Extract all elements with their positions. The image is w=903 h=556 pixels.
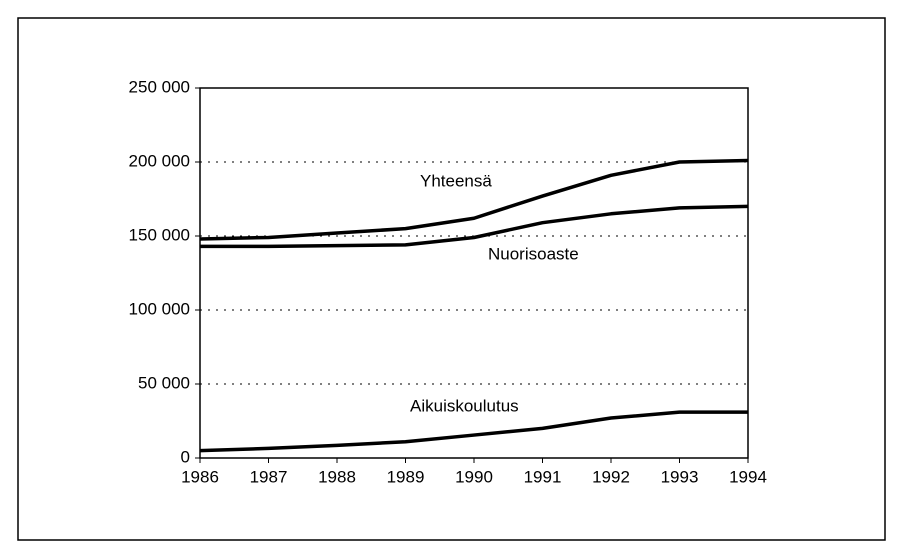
series-line <box>199 158 749 241</box>
series-line <box>199 410 748 453</box>
y-tick-label: 50 000 <box>138 373 190 392</box>
y-tick-label: 0 <box>181 447 190 466</box>
y-tick-label: 200 000 <box>129 151 190 170</box>
y-tick-label: 100 000 <box>129 299 190 318</box>
x-tick-label: 1990 <box>455 467 493 486</box>
y-tick-label: 250 000 <box>129 77 190 96</box>
x-tick-label: 1994 <box>729 467 767 486</box>
x-tick-label: 1991 <box>524 467 562 486</box>
x-tick-label: 1987 <box>250 467 288 486</box>
x-tick-label: 1988 <box>318 467 356 486</box>
plot-area <box>199 87 749 459</box>
x-tick-label: 1989 <box>387 467 425 486</box>
y-tick-label: 150 000 <box>129 225 190 244</box>
series-line <box>200 204 749 249</box>
x-tick-label: 1993 <box>661 467 699 486</box>
x-tick-label: 1986 <box>181 467 219 486</box>
series-label: Nuorisoaste <box>488 244 579 263</box>
frame <box>17 17 886 541</box>
series-label: Yhteensä <box>420 171 492 190</box>
x-tick-label: 1992 <box>592 467 630 486</box>
series-label: Aikuiskoulutus <box>410 396 519 415</box>
